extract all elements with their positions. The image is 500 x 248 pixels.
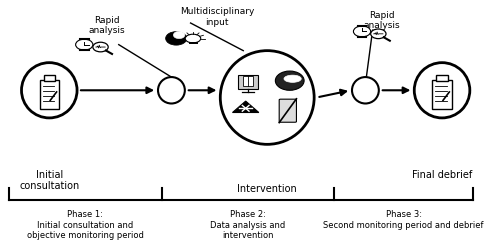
Text: Phase 3:
Second monitoring period and debrief: Phase 3: Second monitoring period and de…: [324, 210, 484, 230]
Text: Final debrief: Final debrief: [412, 170, 472, 180]
FancyBboxPatch shape: [242, 76, 254, 86]
Ellipse shape: [354, 26, 370, 37]
Ellipse shape: [76, 39, 93, 50]
Ellipse shape: [158, 77, 185, 103]
FancyBboxPatch shape: [40, 80, 59, 109]
Ellipse shape: [174, 31, 185, 39]
Ellipse shape: [284, 75, 301, 82]
Text: Phase 1:
Initial consultation and
objective monitoring period: Phase 1: Initial consultation and object…: [27, 210, 144, 240]
FancyBboxPatch shape: [436, 75, 448, 81]
FancyBboxPatch shape: [44, 75, 55, 81]
FancyBboxPatch shape: [238, 75, 258, 89]
Ellipse shape: [93, 42, 108, 52]
Text: Multidisciplinary
input: Multidisciplinary input: [180, 7, 254, 27]
Ellipse shape: [220, 51, 314, 144]
Polygon shape: [232, 101, 259, 113]
Text: Rapid
analysis: Rapid analysis: [88, 16, 125, 35]
Text: Initial
consultation: Initial consultation: [19, 170, 80, 191]
Ellipse shape: [185, 34, 200, 43]
Ellipse shape: [166, 32, 187, 45]
FancyBboxPatch shape: [432, 80, 452, 109]
Ellipse shape: [370, 29, 386, 39]
Ellipse shape: [22, 63, 77, 118]
Text: Phase 2:
Data analysis and
intervention: Phase 2: Data analysis and intervention: [210, 210, 286, 240]
FancyBboxPatch shape: [279, 99, 296, 122]
Ellipse shape: [414, 63, 470, 118]
Ellipse shape: [276, 71, 304, 90]
Ellipse shape: [352, 77, 379, 103]
Text: Intervention: Intervention: [238, 184, 297, 194]
Text: Rapid
analysis: Rapid analysis: [364, 11, 401, 31]
